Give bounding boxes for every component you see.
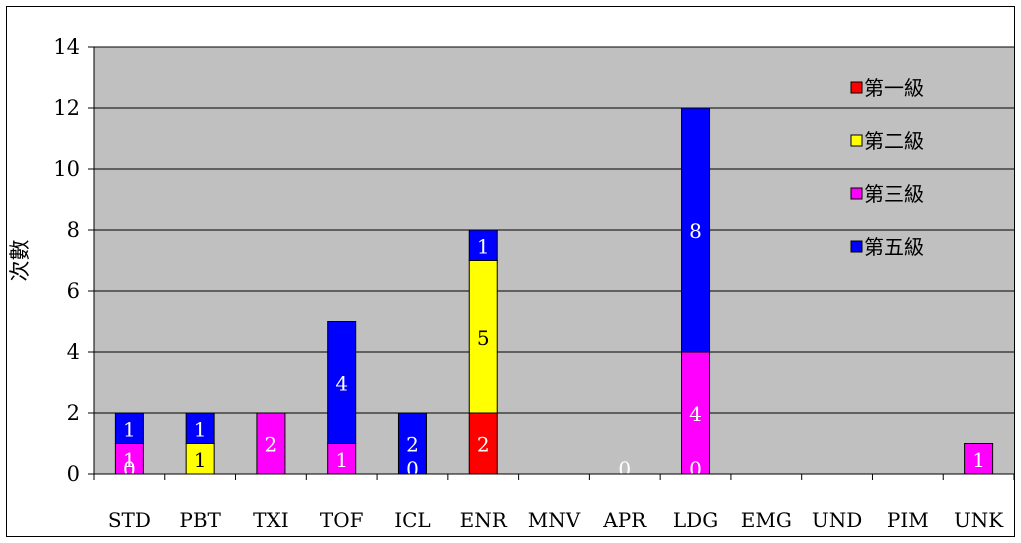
x-tick-label: LDG <box>673 508 718 532</box>
data-label: 1 <box>194 417 207 441</box>
data-label: 1 <box>123 417 136 441</box>
y-tick-label: 14 <box>53 35 80 59</box>
data-label: 0 <box>689 457 702 481</box>
x-axis: STD PBT TXI TOF ICL ENR MNV APR LDG EMG UND PIM UNK <box>93 473 1014 532</box>
data-label: 2 <box>477 433 490 457</box>
data-label: 1 <box>123 448 136 472</box>
bar-segment <box>397 412 427 475</box>
data-label: 0 <box>406 457 419 481</box>
y-tick-label: 6 <box>67 279 80 303</box>
x-tick-label: APR <box>602 508 647 532</box>
bars <box>114 107 994 475</box>
legend-swatch <box>850 134 863 147</box>
data-label: 1 <box>477 234 490 258</box>
legend-label: 第二級 <box>864 129 924 153</box>
data-label: 4 <box>335 372 348 396</box>
data-label: 0 <box>618 457 631 481</box>
bar-segment <box>185 443 215 475</box>
bar-segment <box>256 412 286 475</box>
y-axis: 0 2 4 6 8 10 12 14 <box>53 35 95 486</box>
x-tick-label: STD <box>108 508 151 532</box>
legend-label: 第五級 <box>864 235 924 259</box>
bar-segment <box>327 321 357 444</box>
plot-area <box>94 47 1014 474</box>
data-label: 1 <box>972 448 985 472</box>
x-tick-label: UND <box>812 508 862 532</box>
x-tick-label: PBT <box>179 508 221 532</box>
y-tick-label: 4 <box>67 340 80 364</box>
bar-segment <box>468 260 498 414</box>
y-tick-label: 12 <box>53 96 80 120</box>
data-label: 2 <box>406 433 419 457</box>
y-tick-label: 2 <box>67 401 80 425</box>
bar-segment <box>114 412 144 444</box>
bar-segment <box>185 412 215 444</box>
legend-swatch <box>850 187 863 200</box>
data-label: 1 <box>335 448 348 472</box>
bar-segment <box>114 443 144 475</box>
data-label: 1 <box>194 448 207 472</box>
x-tick-label: TXI <box>253 508 288 532</box>
x-tick-label: ENR <box>460 508 508 532</box>
data-label: 5 <box>477 326 490 350</box>
x-tick-label: UNK <box>954 508 1004 532</box>
bar-segment <box>964 443 994 475</box>
legend-label: 第一級 <box>864 76 924 100</box>
grid-lines <box>94 46 1014 475</box>
x-tick-label: TOF <box>320 508 364 532</box>
bar-segment <box>681 107 711 353</box>
data-label: 8 <box>689 219 702 243</box>
y-tick-label: 8 <box>67 218 80 242</box>
data-label: 4 <box>689 402 702 426</box>
x-tick-label: ICL <box>394 508 430 532</box>
y-axis-label: 次數 <box>8 240 32 282</box>
data-label: 2 <box>265 433 278 457</box>
legend-label: 第三級 <box>864 182 924 206</box>
x-tick-label: PIM <box>887 508 929 532</box>
y-tick-label: 10 <box>53 157 80 181</box>
legend-swatch <box>850 240 863 253</box>
legend-swatch <box>850 81 863 94</box>
data-label: 0 <box>123 457 136 481</box>
x-tick-label: EMG <box>741 508 792 532</box>
bar-segment <box>468 229 498 261</box>
y-tick-label: 0 <box>67 462 80 486</box>
x-tick-label: MNV <box>528 508 581 532</box>
